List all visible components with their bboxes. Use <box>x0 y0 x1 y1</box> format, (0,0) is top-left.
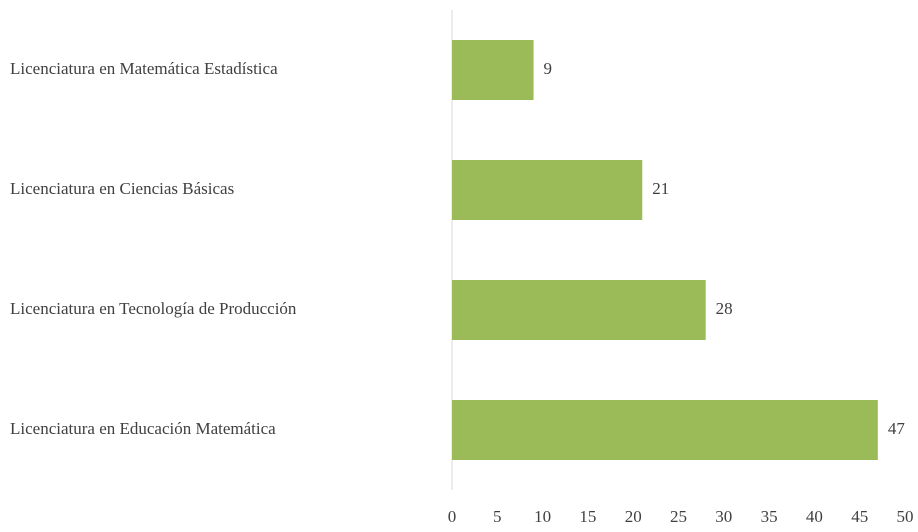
data-label: 47 <box>888 419 906 438</box>
data-label: 21 <box>652 179 669 198</box>
y-tick-label: Licenciatura en Ciencias Básicas <box>10 179 234 198</box>
x-tick-label: 40 <box>806 507 823 526</box>
bar <box>452 280 706 340</box>
x-tick-label: 10 <box>534 507 551 526</box>
x-tick-label: 50 <box>897 507 914 526</box>
x-tick-label: 5 <box>493 507 502 526</box>
x-tick-label: 15 <box>579 507 596 526</box>
x-tick-label: 25 <box>670 507 687 526</box>
y-tick-label: Licenciatura en Tecnología de Producción <box>10 299 297 318</box>
x-tick-label: 0 <box>448 507 457 526</box>
y-tick-label: Licenciatura en Matemática Estadística <box>10 59 278 78</box>
x-tick-label: 35 <box>761 507 778 526</box>
bar <box>452 160 643 220</box>
bar <box>452 40 534 100</box>
data-label: 28 <box>716 299 733 318</box>
x-tick-label: 20 <box>625 507 642 526</box>
x-tick-label: 45 <box>851 507 868 526</box>
bar <box>452 400 878 460</box>
x-tick-label: 30 <box>715 507 732 526</box>
data-label: 9 <box>544 59 553 78</box>
y-tick-label: Licenciatura en Educación Matemática <box>10 419 276 438</box>
